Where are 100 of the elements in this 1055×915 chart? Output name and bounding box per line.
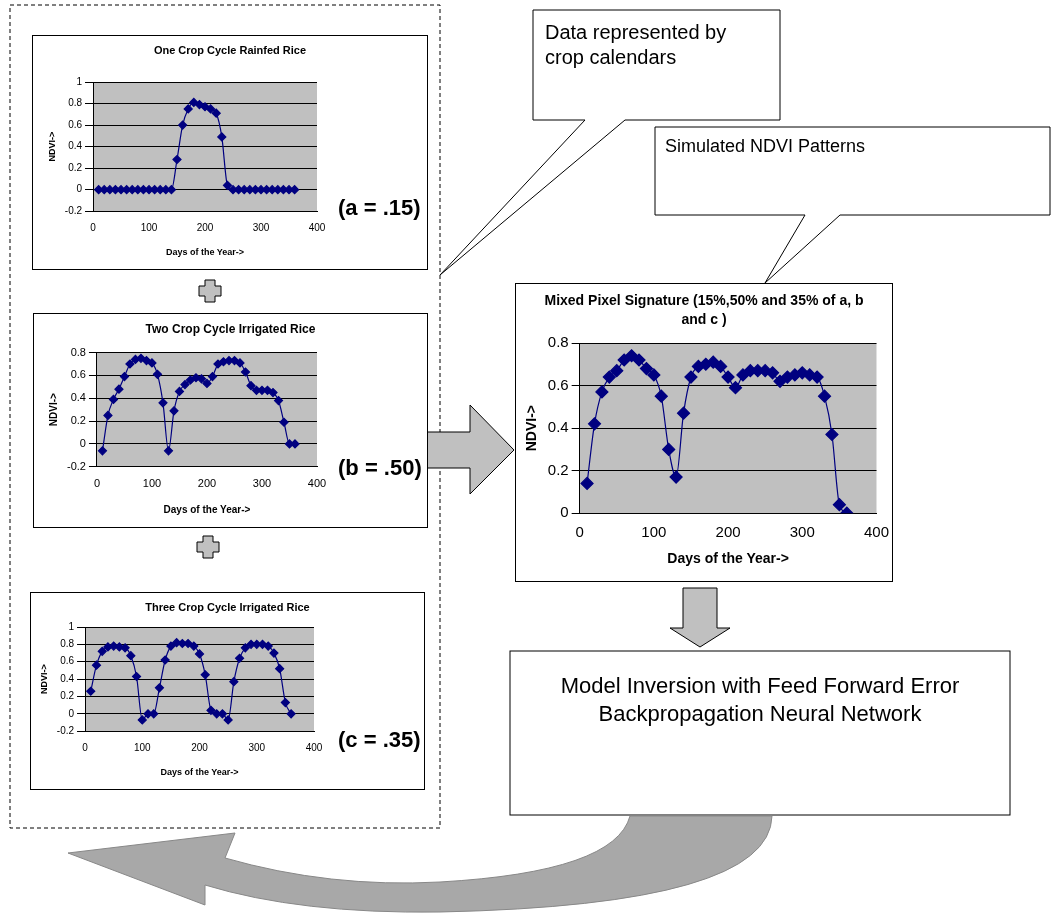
point xyxy=(240,367,251,377)
point xyxy=(180,379,190,390)
point xyxy=(222,180,233,190)
point xyxy=(97,646,107,656)
point xyxy=(246,381,256,391)
point xyxy=(721,370,735,384)
point xyxy=(654,389,668,403)
point xyxy=(280,697,290,708)
x-tick-label: 200 xyxy=(196,221,214,233)
point xyxy=(662,442,676,456)
point xyxy=(632,353,646,367)
x-tick-label: 100 xyxy=(641,523,667,541)
point xyxy=(126,651,136,661)
point xyxy=(169,406,179,416)
x-tick-label: 400 xyxy=(307,477,327,490)
point xyxy=(174,386,185,397)
y-axis-title: NDVI-> xyxy=(47,393,59,427)
x-tick-label: 100 xyxy=(133,741,152,753)
point xyxy=(97,446,108,456)
point xyxy=(178,120,188,130)
point xyxy=(714,359,728,373)
x-tick-label: 400 xyxy=(305,741,323,753)
point xyxy=(269,648,279,658)
point xyxy=(286,709,296,719)
chart-title: Mixed Pixel Signature (15%,50% and 35% of a, b and c ) xyxy=(543,291,865,329)
point xyxy=(108,394,119,405)
y-tick-label: -0.2 xyxy=(64,204,83,216)
point xyxy=(86,686,96,696)
point xyxy=(160,655,170,665)
y-tick-label: 0.2 xyxy=(68,161,83,173)
x-tick-label: 300 xyxy=(252,221,270,233)
y-tick-label: 0.8 xyxy=(68,97,83,109)
point xyxy=(217,132,227,142)
y-tick-label: 0.4 xyxy=(68,140,83,152)
point xyxy=(211,108,221,118)
point xyxy=(223,715,233,725)
point xyxy=(163,446,174,456)
x-axis-title: Days of the Year-> xyxy=(667,550,789,567)
chart-title: One Crop Cycle Rainfed Rice xyxy=(152,43,308,58)
point xyxy=(263,641,273,651)
y-tick-label: 0 xyxy=(76,183,83,195)
text: (c = .35) xyxy=(338,727,421,753)
point xyxy=(235,358,245,368)
point xyxy=(684,370,698,384)
point xyxy=(268,387,278,398)
point xyxy=(234,653,245,663)
y-tick-label: 0.8 xyxy=(547,333,569,351)
y-tick-label: -0.2 xyxy=(66,459,86,472)
point xyxy=(676,406,691,420)
point xyxy=(172,154,182,165)
point xyxy=(610,364,624,378)
point xyxy=(290,185,300,195)
y-tick-label: 0.8 xyxy=(70,345,86,358)
x-tick-label: 400 xyxy=(863,523,889,541)
x-tick-label: 200 xyxy=(715,523,741,541)
y-tick-label: -0.2 xyxy=(56,724,75,736)
point xyxy=(152,369,163,379)
point xyxy=(580,476,594,491)
point xyxy=(202,378,212,389)
y-tick-label: 0.2 xyxy=(547,460,569,478)
x-tick-label: 0 xyxy=(93,477,101,490)
point xyxy=(207,371,218,382)
point xyxy=(825,427,839,442)
point xyxy=(154,683,165,693)
point xyxy=(240,643,250,653)
point xyxy=(119,371,130,382)
point xyxy=(275,664,285,674)
point xyxy=(832,498,846,512)
point xyxy=(185,375,196,385)
chart-title: Two Crop Cycle Irrigated Rice xyxy=(144,321,317,338)
x-tick-label: 300 xyxy=(252,477,272,490)
x-axis-title: Days of the Year-> xyxy=(163,503,251,515)
x-axis-title: Days of the Year-> xyxy=(165,247,245,258)
point xyxy=(200,102,210,112)
y-tick-label: 0.4 xyxy=(547,418,569,436)
y-axis-title: NDVI-> xyxy=(523,404,540,452)
y-tick-label: 0.6 xyxy=(70,368,86,381)
text: (a = .15) xyxy=(338,195,421,221)
point xyxy=(587,417,602,431)
text: Data represented by crop calendars xyxy=(545,20,728,70)
point xyxy=(810,370,824,384)
x-tick-label: 0 xyxy=(90,221,97,233)
x-tick-label: 0 xyxy=(575,523,584,541)
point xyxy=(189,97,199,108)
x-tick-label: 100 xyxy=(142,477,162,490)
point xyxy=(625,349,639,363)
point xyxy=(114,384,124,394)
point xyxy=(602,370,616,384)
x-tick-label: 300 xyxy=(789,523,815,541)
point xyxy=(183,104,193,114)
point xyxy=(639,361,654,376)
y-tick-label: 0.4 xyxy=(60,672,75,684)
y-tick-label: 0.8 xyxy=(60,638,75,650)
y-tick-label: 0 xyxy=(68,707,75,719)
point xyxy=(206,705,216,715)
text: Model Inversion with Feed Forward Error Backpropagation Neural Network xyxy=(559,672,961,727)
y-tick-label: 0.6 xyxy=(60,655,75,667)
y-tick-label: 0.6 xyxy=(68,118,83,130)
point xyxy=(706,355,720,369)
point xyxy=(647,368,661,382)
